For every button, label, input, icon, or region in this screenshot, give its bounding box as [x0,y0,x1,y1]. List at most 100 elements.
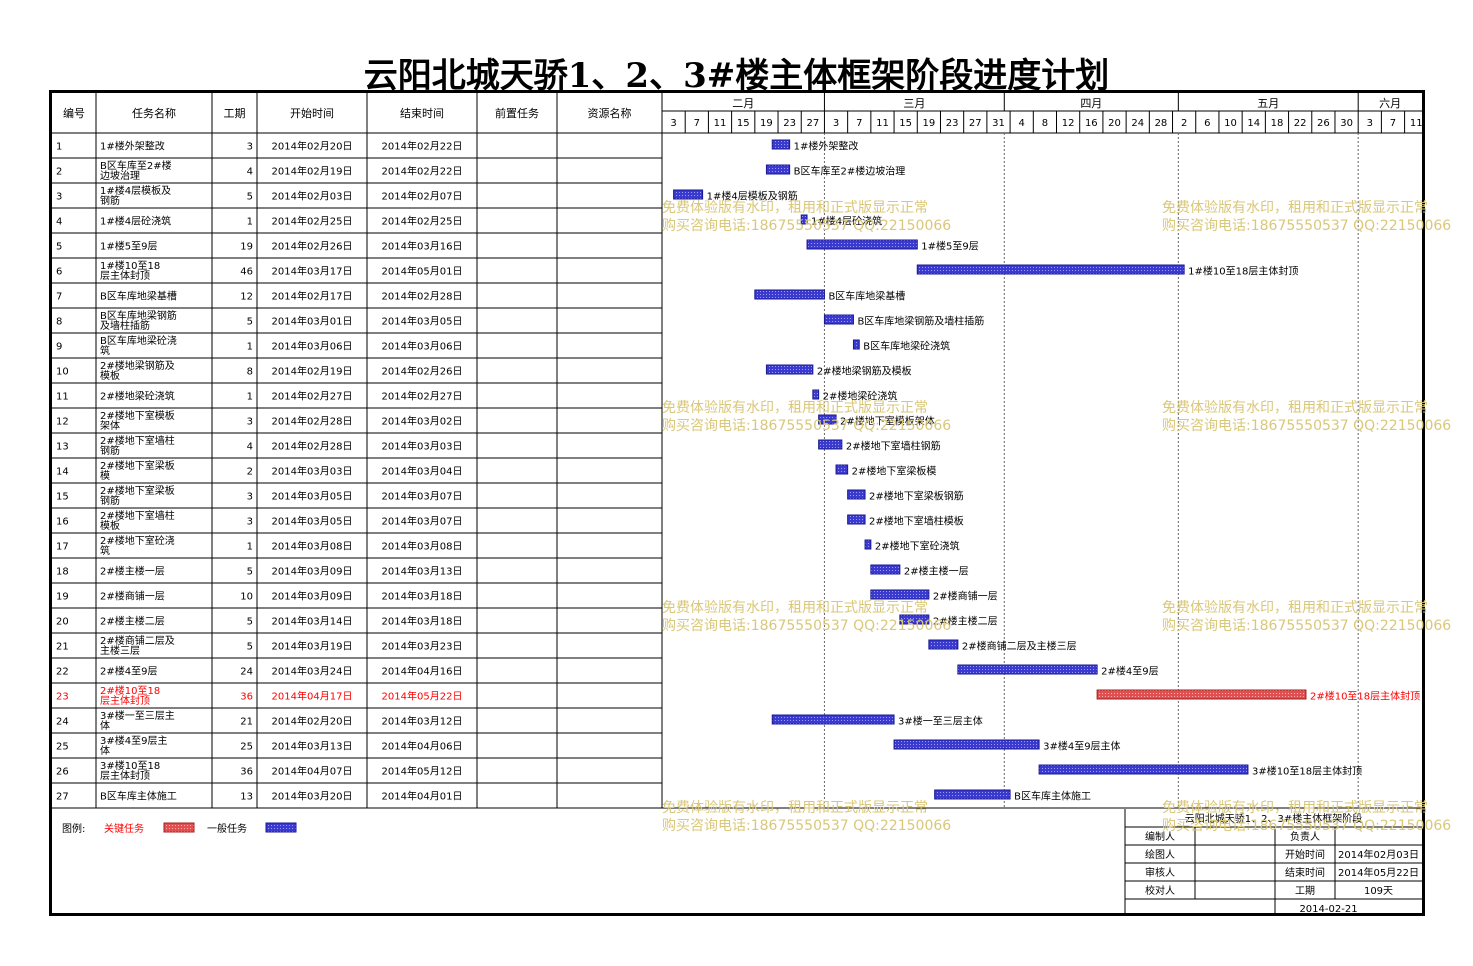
task-id: 3 [56,192,62,203]
task-end: 2014年05月12日 [382,765,463,778]
task-id: 23 [56,692,69,703]
task-id: 17 [56,542,69,553]
day-tick-label: 30 [1340,118,1353,129]
gantt-bar-label: 2#楼主楼一层 [904,565,969,578]
day-tick-label: 18 [1271,118,1284,129]
day-tick-label: 6 [1204,118,1210,129]
task-duration: 5 [247,567,253,578]
task-duration: 24 [240,667,253,678]
day-tick-label: 14 [1247,118,1260,129]
task-end: 2014年03月02日 [382,415,463,428]
gantt-bar [916,264,1185,275]
info-box-cell: 结束时间 [1285,866,1325,879]
task-end: 2014年04月01日 [382,790,463,803]
task-duration: 5 [247,642,253,653]
task-id: 25 [56,742,69,753]
task-id: 14 [56,467,69,478]
gantt-bar [771,139,791,150]
gantt-bar [847,489,866,500]
gantt-bar-label: 2#楼商铺一层 [933,590,998,603]
column-header: 开始时间 [290,106,334,120]
task-name: 1#楼4层模板及钢筋 [100,184,171,207]
day-tick-label: 12 [1062,118,1075,129]
task-start: 2014年03月24日 [272,665,353,678]
gantt-frame: 编号 任务名称 工期 开始时间 结束时间 前置任务 资源名称 二月 3 7 11 15 19 23 27 三月… [49,90,1425,916]
gantt-bar [928,639,959,650]
info-box-cell: 校对人 [1145,884,1175,897]
gantt-bar-label: 2#楼10至18层主体封顶 [1310,690,1420,703]
task-id: 6 [56,267,62,278]
task-duration: 1 [247,542,253,553]
task-end: 2014年03月12日 [382,715,463,728]
task-end: 2014年03月04日 [382,465,463,478]
day-tick-label: 27 [806,118,819,129]
task-name: 1#楼5至9层 [100,240,157,253]
task-name: 1#楼4层砼浇筑 [100,215,171,228]
task-end: 2014年03月05日 [382,315,463,328]
task-end: 2014年03月18日 [382,590,463,603]
task-end: 2014年02月22日 [382,165,463,178]
task-id: 24 [56,717,69,728]
column-header: 编号 [63,106,85,120]
task-duration: 8 [247,367,253,378]
task-name: B区车库地梁砼浇筑 [100,334,177,357]
task-duration: 1 [247,217,253,228]
gantt-bar-label: 2#楼商铺二层及主楼三层 [962,640,1077,653]
task-start: 2014年02月03日 [272,190,353,203]
task-start: 2014年02月17日 [272,290,353,303]
task-name: 3#楼10至18 层主体封顶 [100,759,160,782]
task-duration: 21 [240,717,253,728]
day-tick-label: 2 [1181,118,1187,129]
legend-title: 图例: [62,822,85,835]
task-name: 3#楼一至三层主体 [100,709,175,732]
gantt-bar-label: B区车库地梁砼浇筑 [863,340,950,353]
gantt-bar-label: 2#楼地下室模板架体 [840,415,935,428]
task-end: 2014年02月26日 [382,365,463,378]
task-id: 16 [56,517,69,528]
task-duration: 3 [247,417,253,428]
task-name: 2#楼主楼一层 [100,565,165,578]
task-start: 2014年03月05日 [272,490,353,503]
task-name: 2#楼地下室梁板模 [100,459,175,482]
task-end: 2014年02月07日 [382,190,463,203]
task-duration: 5 [247,617,253,628]
gantt-bar-label: 1#楼4层砼浇筑 [811,215,882,228]
gantt-bar [818,439,843,450]
task-end: 2014年02月25日 [382,215,463,228]
page-title: 云阳北城天骄1、2、3#楼主体框架阶段进度计划 [363,56,1110,96]
gantt-bar [870,589,930,600]
legend-critical-swatch [163,822,195,833]
day-tick-label: 3 [1367,118,1373,129]
task-name: 2#楼商铺二层及主楼三层 [100,634,175,657]
gantt-bar-label: 2#楼地梁钢筋及模板 [817,365,912,378]
column-header: 结束时间 [400,107,444,120]
task-end: 2014年02月27日 [382,390,463,403]
day-tick-label: 26 [1317,118,1330,129]
day-tick-label: 8 [1042,118,1048,129]
task-name: 1#楼10至18 层主体封顶 [100,259,160,282]
month-label: 四月 [1080,97,1102,110]
task-duration: 3 [247,492,253,503]
gantt-bar-label: 2#楼4至9层 [1101,665,1158,678]
gantt-bar-label: 1#楼10至18层主体封顶 [1188,265,1298,278]
gantt-bar [864,539,872,550]
task-start: 2014年02月20日 [272,140,353,153]
task-end: 2014年04月16日 [382,665,463,678]
task-start: 2014年03月13日 [272,740,353,753]
task-start: 2014年03月01日 [272,315,353,328]
task-duration: 36 [240,692,253,703]
info-box-cell: 2014年05月22日 [1338,866,1419,879]
task-id: 10 [56,367,69,378]
month-label: 三月 [903,97,925,110]
gantt-bar [806,239,918,250]
task-end: 2014年03月03日 [382,440,463,453]
gantt-bar [771,714,895,725]
task-name: 2#楼地下室梁板钢筋 [100,484,175,507]
task-end: 2014年03月18日 [382,615,463,628]
task-start: 2014年03月17日 [272,265,353,278]
legend-normal-label: 一般任务 [207,822,247,835]
gantt-bar-label: 2#楼主楼二层 [933,615,998,628]
column-header: 任务名称 [132,106,176,120]
task-duration: 19 [240,242,253,253]
task-id: 27 [56,792,69,803]
